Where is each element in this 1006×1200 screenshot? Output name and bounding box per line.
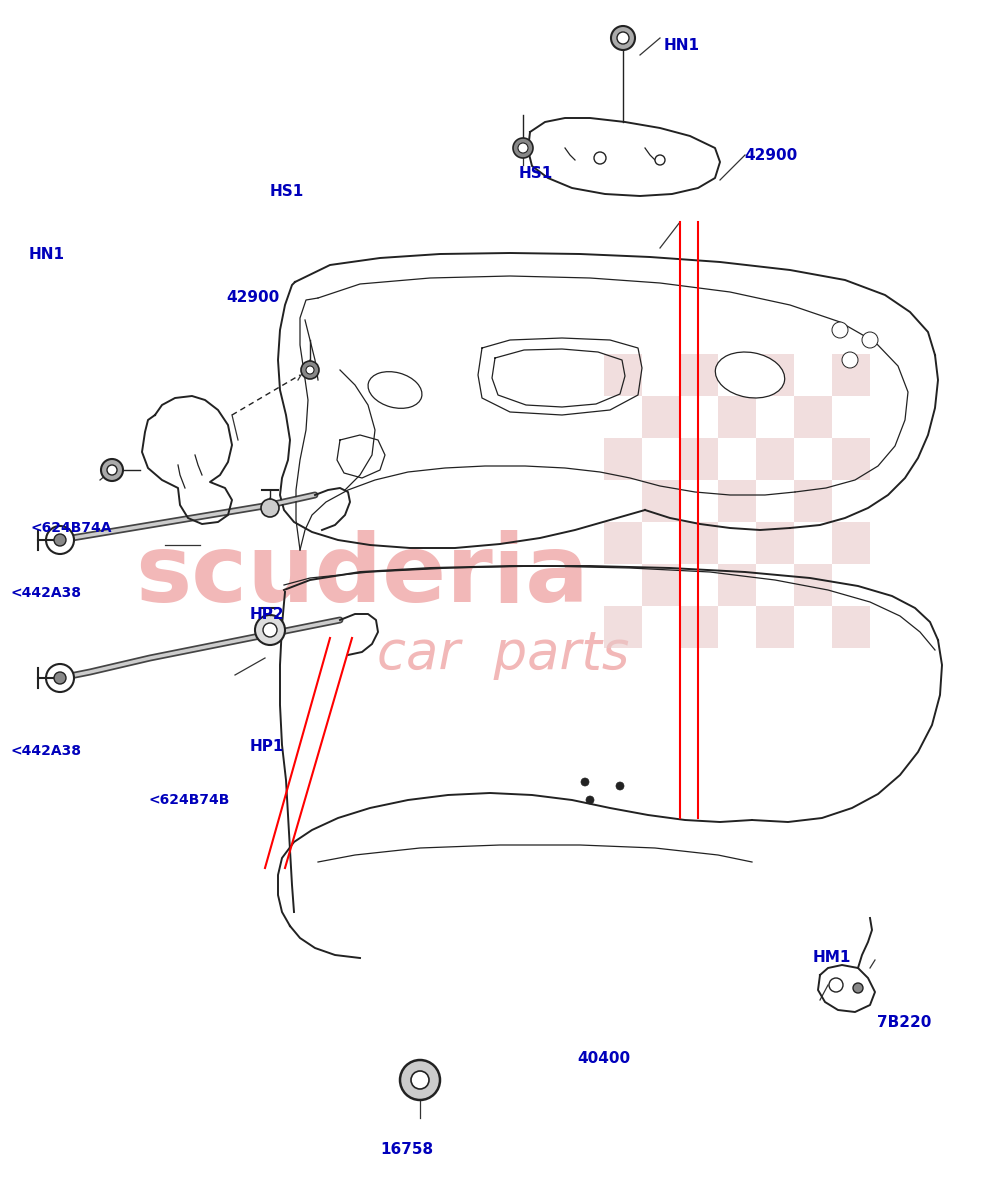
Circle shape — [101, 458, 123, 481]
Text: HS1: HS1 — [270, 185, 304, 199]
Circle shape — [616, 782, 624, 790]
Circle shape — [829, 978, 843, 992]
Bar — [680, 606, 717, 648]
Circle shape — [518, 143, 528, 152]
Circle shape — [306, 366, 314, 374]
Bar — [756, 354, 794, 396]
Bar — [604, 606, 642, 648]
Bar — [642, 564, 680, 606]
Bar — [832, 438, 869, 480]
Text: 42900: 42900 — [744, 149, 798, 163]
Circle shape — [46, 664, 74, 692]
Circle shape — [255, 614, 285, 646]
Circle shape — [54, 672, 66, 684]
Text: 7B220: 7B220 — [877, 1015, 932, 1030]
Circle shape — [261, 499, 279, 517]
Bar — [794, 480, 832, 522]
Text: HN1: HN1 — [28, 247, 64, 262]
Circle shape — [853, 983, 863, 994]
Bar — [717, 396, 756, 438]
Bar — [717, 480, 756, 522]
Bar — [756, 606, 794, 648]
Ellipse shape — [368, 372, 422, 408]
Bar — [642, 396, 680, 438]
Text: <624B74A: <624B74A — [30, 521, 112, 535]
Circle shape — [54, 534, 66, 546]
Circle shape — [400, 1060, 440, 1100]
Text: 16758: 16758 — [380, 1142, 434, 1157]
Bar — [756, 438, 794, 480]
Bar — [794, 564, 832, 606]
Text: <442A38: <442A38 — [10, 744, 81, 758]
Bar — [832, 522, 869, 564]
Bar — [642, 480, 680, 522]
Text: HN1: HN1 — [664, 38, 700, 53]
Circle shape — [513, 138, 533, 158]
Text: HP1: HP1 — [249, 739, 284, 754]
Text: HM1: HM1 — [813, 950, 851, 965]
Circle shape — [862, 332, 878, 348]
Bar — [717, 564, 756, 606]
Bar — [680, 438, 717, 480]
Ellipse shape — [715, 352, 785, 398]
Text: <624B74B: <624B74B — [149, 793, 230, 808]
Circle shape — [46, 526, 74, 554]
Text: 42900: 42900 — [226, 290, 280, 305]
Text: HP2: HP2 — [249, 607, 284, 622]
Circle shape — [581, 778, 589, 786]
Bar — [832, 606, 869, 648]
Bar — [680, 354, 717, 396]
Circle shape — [655, 155, 665, 164]
Text: <442A38: <442A38 — [10, 586, 81, 600]
Text: scuderia: scuderia — [135, 530, 590, 622]
Text: HS1: HS1 — [519, 167, 553, 181]
Bar — [680, 522, 717, 564]
Bar — [604, 354, 642, 396]
Bar — [794, 396, 832, 438]
Circle shape — [263, 623, 277, 637]
Circle shape — [301, 361, 319, 379]
Circle shape — [611, 26, 635, 50]
Circle shape — [411, 1070, 429, 1090]
Circle shape — [842, 352, 858, 368]
Text: car  parts: car parts — [377, 628, 629, 680]
Bar — [756, 522, 794, 564]
Circle shape — [107, 464, 117, 475]
Bar — [832, 354, 869, 396]
Circle shape — [586, 796, 594, 804]
Bar — [604, 438, 642, 480]
Text: 40400: 40400 — [577, 1051, 631, 1066]
Circle shape — [594, 152, 606, 164]
Circle shape — [832, 322, 848, 338]
Bar — [604, 522, 642, 564]
Circle shape — [617, 32, 629, 44]
